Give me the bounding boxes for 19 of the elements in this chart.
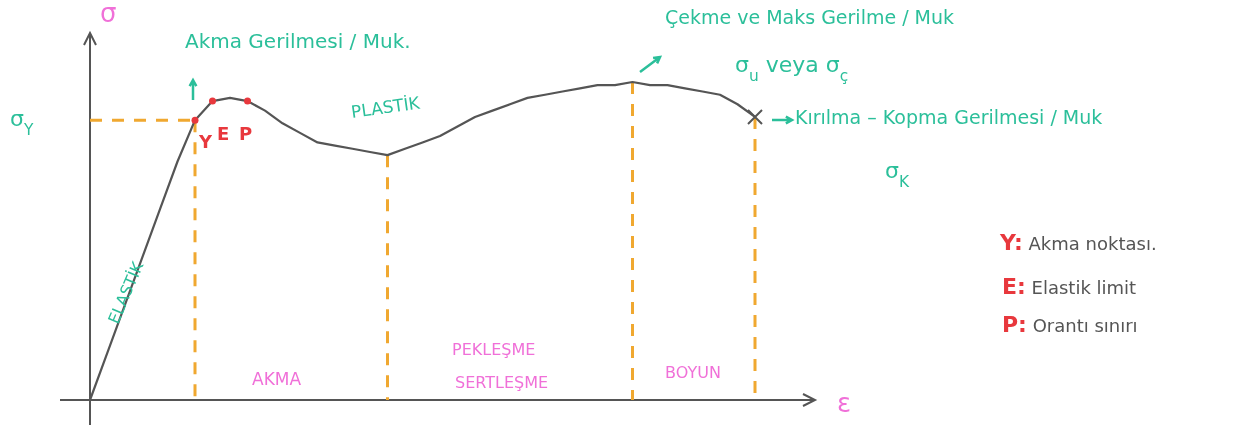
annotation: σ$_{u}$ veya σ$_{ç}$ — [735, 52, 849, 85]
x-axis-title: ε — [837, 388, 852, 418]
annotation: AKMA — [252, 369, 302, 389]
text: Çekme ve Maks Gerilme / Muk — [665, 6, 955, 28]
text: E: Elastik limit — [1002, 274, 1137, 299]
text: σ$_{K}$ — [885, 158, 910, 191]
y-axis-title: σ — [100, 0, 117, 28]
annotation: Y — [198, 131, 213, 153]
annotation: P — [239, 123, 253, 145]
text: P: Orantı sınırı — [1002, 312, 1138, 337]
annotation: E — [217, 123, 230, 145]
annotation: PLASTİK — [349, 92, 422, 122]
text: Y: Akma noktası. — [999, 230, 1157, 255]
annotation: BOYUN — [665, 363, 721, 382]
ref-line-label: σ$_{Y}$ — [10, 106, 34, 140]
text: Akma Gerilmesi / Muk. — [185, 29, 411, 53]
annotation: SERTLEŞME — [455, 373, 549, 392]
text: Kırılma – Kopma Gerilmesi / Muk — [795, 106, 1103, 128]
annotation: PEKLEŞME — [452, 340, 536, 359]
